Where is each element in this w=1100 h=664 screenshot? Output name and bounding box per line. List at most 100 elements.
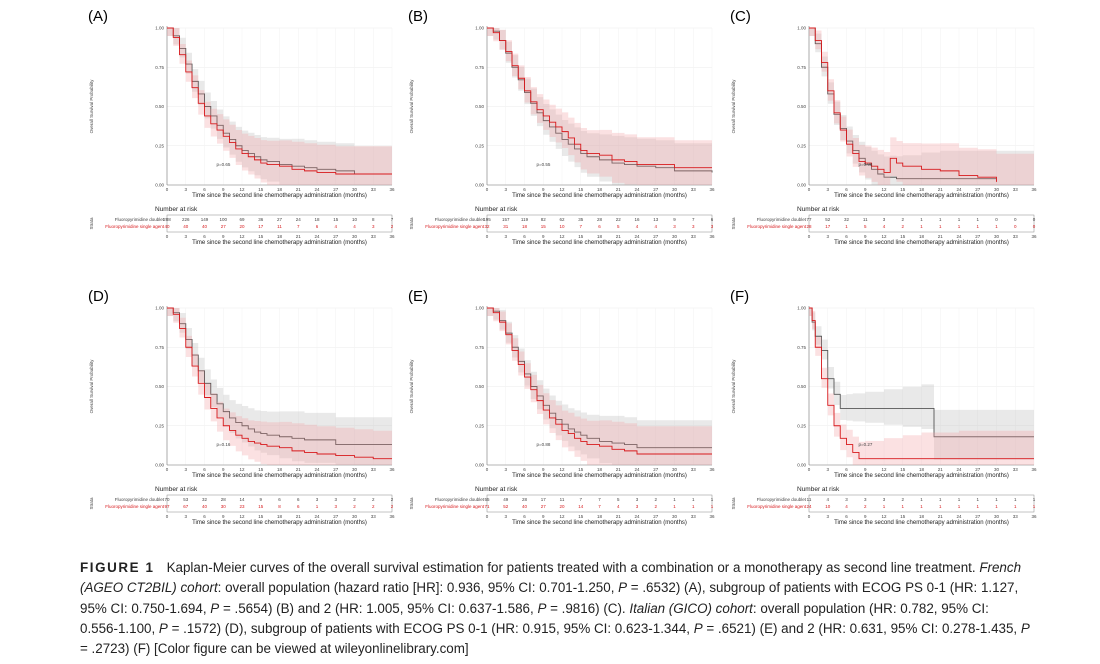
y-tick-label: 0.75	[475, 345, 484, 350]
risk-count: 3	[864, 497, 867, 502]
risk-x-tick-label: 27	[975, 234, 981, 239]
figure-caption: FIGURE 1 Kaplan-Meier curves of the overa…	[80, 558, 1030, 659]
y-tick-label: 0.75	[155, 65, 164, 70]
risk-x-tick-label: 30	[994, 234, 1000, 239]
x-tick-label: 36	[1031, 187, 1037, 192]
y-tick-label: 0.50	[475, 104, 484, 109]
risk-x-tick-label: 3	[826, 234, 829, 239]
risk-count: 3	[673, 224, 676, 229]
risk-count: 40	[522, 504, 528, 509]
risk-table-frame	[808, 494, 1035, 513]
risk-x-tick-label: 6	[845, 234, 848, 239]
risk-count: 1	[939, 217, 942, 222]
p-value: p=0.16	[217, 442, 231, 447]
risk-x-tick-label: 21	[938, 514, 944, 519]
risk-table-frame	[486, 214, 713, 233]
panel-label: (C)	[730, 8, 751, 25]
risk-count: 4	[636, 224, 639, 229]
km-panel: (C)0.000.250.500.751.000 3 6 9 12 15 18 21 24 27 3…	[730, 8, 1037, 246]
strata-label: Strata	[731, 497, 736, 510]
risk-count: 24	[806, 504, 812, 509]
risk-count: 7	[579, 224, 582, 229]
x-tick-label: 24	[634, 467, 640, 472]
risk-row-label-single-agent: Fluoropyrimidine single agent	[425, 504, 485, 509]
y-tick-label: 0.75	[797, 345, 806, 350]
x-tick-label: 3	[504, 187, 507, 192]
risk-x-tick-label: 18	[919, 234, 925, 239]
risk-count: 2	[901, 224, 904, 229]
risk-count: 32	[484, 224, 490, 229]
km-curve-single-agent	[809, 307, 1034, 460]
x-tick-label: 36	[389, 187, 395, 192]
risk-count: 1	[883, 504, 886, 509]
risk-row-label-single-agent: Fluoropyrimidine single agent	[105, 224, 165, 229]
risk-table-title: Number at risk	[155, 206, 198, 213]
risk-count: 1	[1014, 497, 1017, 502]
risk-x-tick-label: 6	[523, 514, 526, 519]
x-tick-label: 3	[184, 187, 187, 192]
risk-x-tick-label: 30	[672, 514, 678, 519]
risk-count: 62	[559, 217, 565, 222]
risk-count: 4	[334, 224, 337, 229]
risk-count: 82	[541, 217, 547, 222]
risk-x-tick-label: 27	[653, 234, 659, 239]
risk-x-tick-label: 15	[578, 514, 584, 519]
risk-count: 1	[976, 497, 979, 502]
risk-x-axis-title: Time since the second line chemotherapy …	[834, 520, 1009, 526]
risk-count: 2	[391, 504, 394, 509]
x-tick-label: 12	[559, 187, 565, 192]
risk-x-tick-label: 27	[333, 234, 339, 239]
caption-text: : overall population (HR: 0.782, 95% CI:…	[80, 600, 989, 636]
x-tick-label: 18	[597, 187, 603, 192]
risk-x-tick-label: 21	[938, 234, 944, 239]
km-panel: (E)0.000.250.500.751.000 3 6 9 12 15 18 21 24 27 3…	[408, 288, 715, 526]
risk-count: 10	[825, 504, 831, 509]
panel-label: (E)	[408, 288, 428, 305]
risk-count: 0	[995, 217, 998, 222]
strata-label: Strata	[409, 497, 414, 510]
risk-count: 24	[296, 217, 302, 222]
risk-table-frame	[486, 494, 713, 513]
p-value: p=0.65	[217, 162, 231, 167]
caption-p: P	[618, 580, 628, 596]
risk-count: 1	[711, 497, 714, 502]
risk-table-title: Number at risk	[475, 486, 518, 493]
risk-table-title: Number at risk	[155, 486, 198, 493]
x-tick-label: 27	[975, 187, 981, 192]
x-tick-label: 18	[919, 467, 925, 472]
ci-band-single-agent	[487, 308, 712, 465]
x-tick-label: 6	[523, 187, 526, 192]
risk-x-tick-label: 24	[634, 514, 640, 519]
risk-count: 3	[692, 224, 695, 229]
risk-count: 27	[221, 224, 227, 229]
y-tick-label: 0.25	[797, 423, 806, 428]
x-tick-label: 30	[672, 467, 678, 472]
x-tick-label: 27	[333, 187, 339, 192]
risk-count: 6	[278, 497, 281, 502]
risk-count: 71	[484, 504, 490, 509]
risk-count: 11	[560, 497, 565, 502]
y-tick-label: 0.25	[155, 143, 164, 148]
x-tick-label: 0	[166, 467, 169, 472]
risk-row-label-doublet: Fluoropyrimidine doublet	[435, 497, 485, 502]
x-tick-label: 6	[523, 467, 526, 472]
risk-count: 22	[616, 217, 622, 222]
x-tick-label: 30	[672, 187, 678, 192]
risk-count: 1	[692, 504, 695, 509]
risk-table-title: Number at risk	[797, 206, 840, 213]
risk-x-tick-label: 9	[542, 234, 545, 239]
risk-count: 1	[901, 504, 904, 509]
risk-count: 14	[239, 497, 245, 502]
risk-count: 4	[845, 504, 848, 509]
risk-x-tick-label: 6	[845, 514, 848, 519]
km-curve-single-agent	[167, 307, 392, 460]
risk-count: 100	[219, 217, 227, 222]
risk-x-tick-label: 18	[919, 514, 925, 519]
x-tick-label: 30	[994, 467, 1000, 472]
x-tick-label: 3	[826, 467, 829, 472]
risk-x-tick-label: 36	[1031, 514, 1037, 519]
risk-x-tick-label: 36	[389, 234, 395, 239]
risk-x-tick-label: 18	[597, 514, 603, 519]
risk-count: 18	[522, 224, 528, 229]
y-tick-label: 0.00	[475, 463, 484, 468]
